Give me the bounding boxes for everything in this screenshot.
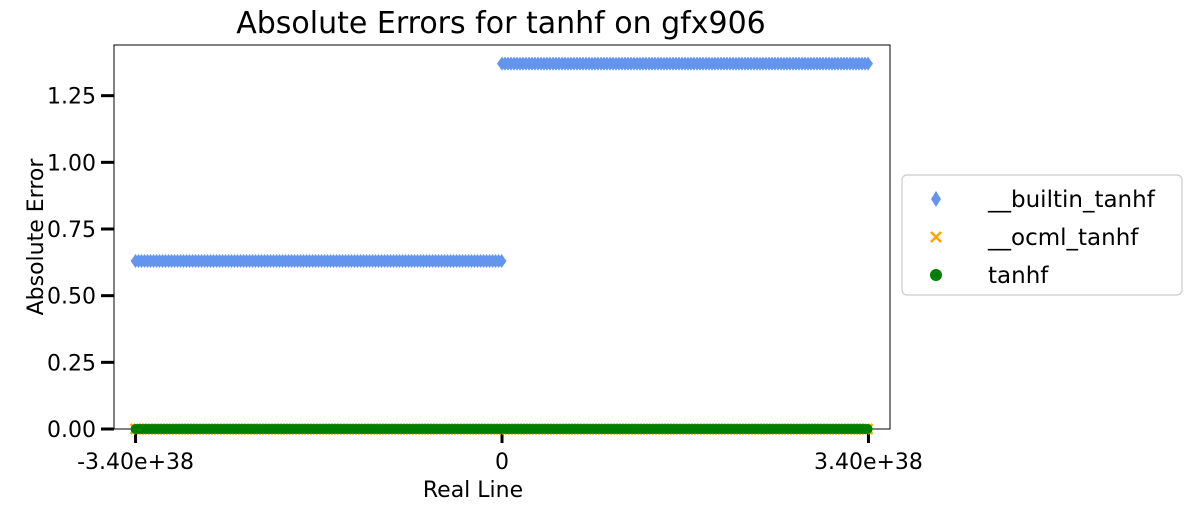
y-axis-label: Absolute Error — [24, 158, 49, 316]
legend-frame — [901, 174, 1183, 296]
x-tick-label: -3.40e+38 — [77, 450, 194, 475]
x-tick-label: 3.40e+38 — [814, 450, 923, 475]
data-point — [862, 424, 873, 434]
series-tanhf — [130, 424, 873, 434]
y-tick-label: 1.25 — [47, 85, 96, 110]
series-builtintanhf — [130, 56, 873, 268]
legend-marker — [930, 231, 942, 243]
y-tick-label: 0.25 — [47, 351, 96, 376]
y-tick-label: 0.75 — [47, 218, 96, 243]
x-axis: -3.40e+38 0 3.40e+38 — [77, 429, 923, 475]
legend-item: __builtin_tanhf — [931, 187, 1156, 213]
y-axis: 0.00 0.25 0.50 0.75 1.00 1.25 — [47, 85, 114, 443]
series-layer — [129, 56, 874, 435]
y-tick-label: 0.00 — [47, 418, 96, 443]
legend-marker — [931, 191, 941, 207]
x-tick-label: 0 — [495, 450, 509, 475]
y-tick-label: 1.00 — [47, 151, 96, 176]
legend-marker — [930, 269, 942, 281]
x-axis-label: Real Line — [423, 478, 523, 503]
plot-area — [113, 44, 891, 430]
y-tick-label: 0.50 — [47, 285, 96, 310]
legend-label: __builtin_tanhf — [987, 187, 1156, 213]
legend-label: tanhf — [988, 263, 1049, 289]
chart-title: Absolute Errors for tanhf on gfx906 — [236, 6, 766, 41]
legend-item: tanhf — [930, 263, 1049, 289]
data-point — [496, 254, 507, 268]
legend-item: __ocml_tanhf — [930, 225, 1139, 251]
data-point — [863, 56, 873, 71]
legend-label: __ocml_tanhf — [987, 225, 1139, 251]
plot-frame — [113, 44, 891, 430]
